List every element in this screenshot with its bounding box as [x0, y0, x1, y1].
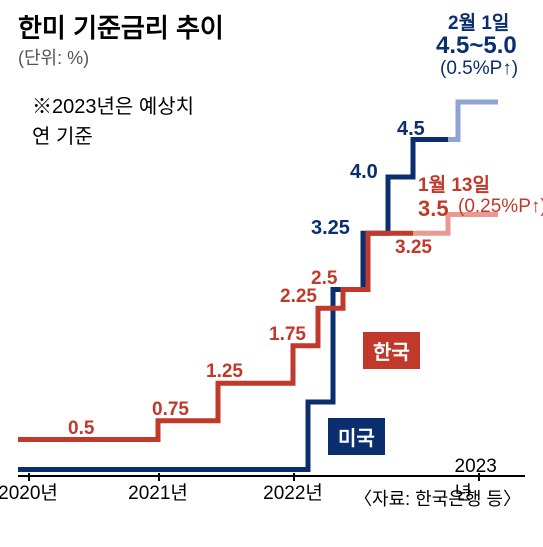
- value-label: 4.0: [350, 161, 378, 184]
- x-axis: [18, 475, 525, 477]
- value-label: 0.75: [152, 399, 189, 421]
- chart-title: 한미 기준금리 추이: [18, 8, 224, 45]
- us-series-label: 미국: [328, 418, 385, 455]
- korea-series-label: 한국: [363, 332, 420, 369]
- value-label: 3.25: [311, 217, 350, 240]
- x-axis-label: 2020년: [0, 478, 58, 505]
- value-label: 2.25: [280, 286, 317, 308]
- us-target-annot: 4.5~5.0: [436, 32, 517, 60]
- value-label: 4.5: [397, 118, 425, 141]
- value-label: 0.5: [68, 418, 94, 440]
- us-delta-annot: (0.5%P↑): [440, 58, 518, 80]
- korea-date-annot: 1월 13일: [418, 170, 490, 197]
- value-label: 3.25: [395, 237, 432, 259]
- step-lines-svg: [18, 70, 525, 505]
- us-date-annot: 2월 1일: [448, 8, 509, 35]
- value-label: 1.25: [206, 361, 243, 383]
- plot-area: 2020년2021년2022년2023년 0.50.751.251.752.25…: [18, 70, 525, 505]
- korea-line: [18, 233, 413, 439]
- korea-target-annot: 3.5: [418, 196, 449, 222]
- us-projection-line: [448, 102, 498, 140]
- x-axis-label: 2022년: [263, 478, 323, 505]
- x-axis-label: 2021년: [128, 478, 188, 505]
- source-label: 〈자료: 한국은행 등〉: [354, 485, 521, 511]
- chart-container: 한미 기준금리 추이 (단위: %) ※2023년은 예상치 연 기준 2020…: [0, 0, 543, 547]
- value-label: 1.75: [269, 324, 306, 346]
- value-label: 2.5: [311, 268, 337, 290]
- korea-delta-annot: (0.25%P↑): [458, 196, 543, 218]
- chart-unit: (단위: %): [18, 44, 89, 70]
